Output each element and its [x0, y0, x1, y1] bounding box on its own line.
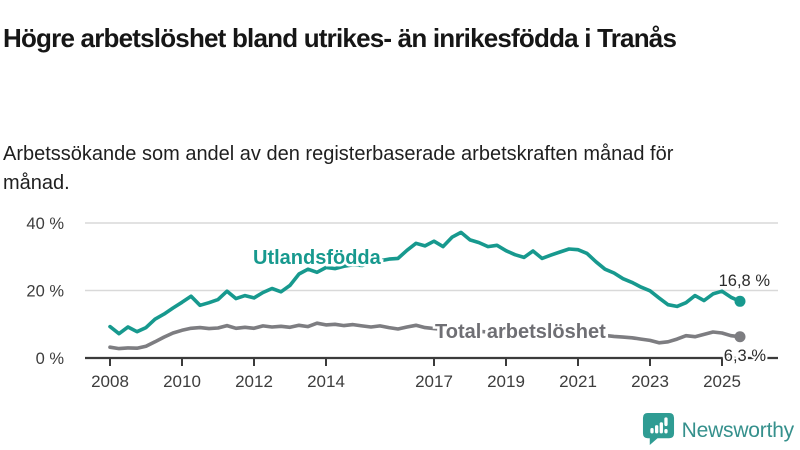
y-axis-label-20: 20 % [26, 283, 64, 301]
x-axis-label-2014: 2014 [307, 372, 345, 391]
series-line-utlandsfodda [108, 230, 742, 336]
logo-exclamation-bar [663, 417, 668, 427]
logo-exclamation-dot [663, 429, 668, 434]
x-axis-label-2017: 2017 [415, 372, 453, 391]
series-end-dot-total [734, 331, 746, 343]
brand-name: Newsworthy [681, 418, 795, 442]
page-title: Högre arbetslöshet bland utrikes- än inr… [3, 23, 677, 54]
series-label-utlandsfodda: Utlandsfödda [253, 247, 382, 269]
y-axis-label-40: 40 % [26, 215, 64, 233]
x-axis-label-2023: 2023 [631, 372, 669, 391]
unemployment-line-chart: 0 % 20 % 40 % 2008 2010 2012 2014 2017 2019 2021 2… [0, 200, 800, 410]
logo-bar-1 [649, 428, 654, 434]
logo-bar-3 [659, 422, 663, 434]
x-axis-label-2025: 2025 [703, 372, 741, 391]
x-axis-label-2021: 2021 [559, 372, 597, 391]
series-end-dot-utlandsfodda [734, 295, 746, 307]
series-label-total: Total arbetslöshet [435, 321, 606, 343]
newsworthy-brand: Newsworthy [642, 411, 794, 447]
series-line-total [108, 321, 742, 351]
chart-canvas: 0 % 20 % 40 % 2008 2010 2012 2014 2017 2019 2021 2… [26, 215, 778, 391]
end-value-label-utlandsfodda: 16,8 % [719, 272, 771, 290]
end-value-label-total: 6,3 % [724, 347, 767, 365]
x-axis-label-2012: 2012 [235, 372, 273, 391]
x-axis-label-2010: 2010 [163, 372, 201, 391]
chart-subtitle: Arbetssökande som andel av den registerb… [3, 143, 674, 194]
logo-bar-2 [654, 425, 658, 434]
x-axis-label-2019: 2019 [487, 372, 525, 391]
newsworthy-logo-icon [642, 412, 674, 446]
y-axis-label-0: 0 % [36, 350, 65, 368]
x-axis-label-2008: 2008 [91, 372, 129, 391]
